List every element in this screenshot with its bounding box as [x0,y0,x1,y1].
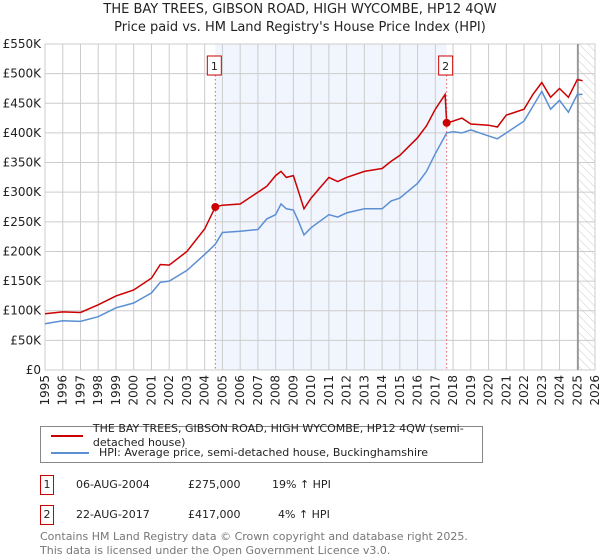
x-tick-label: 2021 [499,375,513,406]
plot-border [44,43,596,371]
x-tick-label: 2023 [535,375,549,406]
transaction-hpi: 19% ↑ HPI [272,478,331,491]
x-tick-label: 2009 [286,375,300,406]
x-tick-label: 2010 [304,375,318,406]
x-tick-label: 1998 [91,375,105,406]
x-tick-label: 2003 [180,375,194,406]
annotation-box [206,55,222,76]
transaction-date: 06-AUG-2004 [76,478,150,491]
y-tick-label: £300K [3,185,43,199]
sale-period-shading [215,44,447,370]
x-tick-label: 2022 [517,375,531,406]
x-tick-label: 2017 [428,375,442,406]
transaction-hpi: 4% ↑ HPI [278,508,330,521]
transaction-marker: 2 [40,505,54,525]
y-tick-label: £50K [10,333,42,347]
x-tick-label: 2024 [553,375,567,406]
x-tick-label: 1997 [73,375,87,406]
x-tick-label: 2005 [215,375,229,406]
x-tick-label: 2019 [464,375,478,406]
x-tick-label: 2025 [570,375,584,406]
legend: THE BAY TREES, GIBSON ROAD, HIGH WYCOMBE… [40,422,483,463]
transaction-marker: 1 [40,475,54,495]
y-tick-label: £550K [3,37,43,51]
series-line [44,78,583,315]
x-tick-label: 1995 [38,375,52,406]
forecast-hatch [577,44,595,370]
y-tick-label: £450K [3,96,43,110]
price-chart: 1995 1996 1997 1998 1999 2000 2001 2002 2003 2004… [3,37,600,406]
x-tick-label: 2007 [251,375,265,406]
annotation-label: 2 [442,60,449,73]
y-tick-label: £0 [26,363,41,377]
legend-swatch-property [51,435,83,437]
transaction-date: 22-AUG-2017 [76,508,150,521]
y-tick-label: £500K [3,67,43,81]
x-tick-label: 2001 [144,375,158,406]
x-tick-label: 2013 [357,375,371,406]
sale-point [211,203,220,211]
x-tick-label: 1996 [56,375,70,406]
chart-subtitle: Price paid vs. HM Land Registry's House … [114,20,486,35]
x-tick-label: 2026 [588,375,600,406]
x-tick-label: 2006 [233,375,247,406]
legend-label-hpi: HPI: Average price, semi-detached house,… [99,446,429,459]
x-tick-label: 2002 [162,375,176,406]
legend-label-property: THE BAY TREES, GIBSON ROAD, HIGH WYCOMBE… [92,422,464,449]
y-tick-label: £350K [3,156,43,170]
x-tick-label: 2014 [375,375,389,406]
footer-licence: This data is licensed under the Open Gov… [40,544,391,557]
x-tick-label: 2018 [446,375,460,406]
y-tick-label: £100K [3,304,43,318]
x-tick-label: 1999 [109,375,123,406]
y-tick-label: £150K [3,274,43,288]
legend-swatch-hpi [51,452,89,454]
x-tick-label: 2008 [269,375,283,406]
x-tick-label: 2000 [127,375,141,406]
x-tick-label: 2015 [393,375,407,406]
x-tick-label: 2020 [482,375,496,406]
x-tick-label: 2012 [340,375,354,406]
annotation-box [438,55,454,76]
series-line [44,89,583,325]
x-tick-label: 2016 [411,375,425,406]
y-tick-label: £200K [3,244,43,258]
sale-point [442,118,451,127]
transaction-price: £417,000 [188,508,241,521]
chart-title: THE BAY TREES, GIBSON ROAD, HIGH WYCOMBE… [103,2,497,17]
y-tick-label: £400K [3,126,43,140]
annotation-label: 1 [211,60,218,73]
footer-copyright: Contains HM Land Registry data © Crown c… [40,530,468,543]
x-tick-label: 2011 [322,375,336,406]
x-tick-label: 2004 [198,375,212,406]
y-tick-label: £250K [3,215,43,229]
transaction-price: £275,000 [188,478,241,491]
